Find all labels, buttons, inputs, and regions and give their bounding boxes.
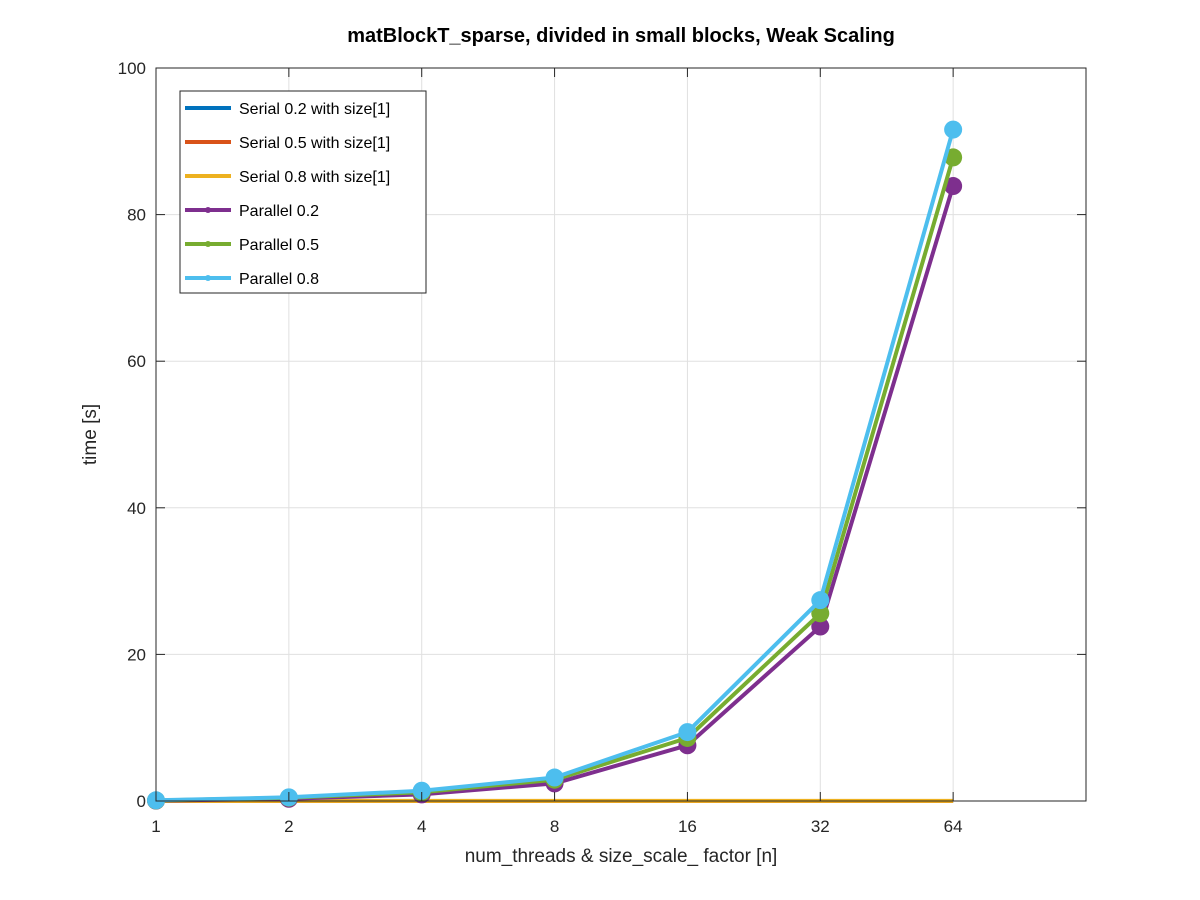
x-tick-label: 32 [811,817,830,836]
legend-label: Serial 0.8 with size[1] [239,169,390,186]
y-tick-label: 0 [137,792,146,811]
legend-label: Serial 0.2 with size[1] [239,101,390,118]
legend-item: Serial 0.2 with size[1] [185,101,390,118]
axis-ticks: 1 2 4 8 16 32 64 0 20 40 60 80 100 [118,59,1086,836]
x-tick-label: 4 [417,817,426,836]
legend-item: Serial 0.5 with size[1] [185,135,390,152]
data-point [811,604,830,623]
legend: Serial 0.2 with size[1] Serial 0.5 with s… [179,90,427,294]
data-point [811,617,830,636]
chart-title: matBlockT_sparse, divided in small block… [347,25,895,47]
legend-label: Parallel 0.5 [239,237,319,254]
legend-marker [205,207,211,213]
x-tick-label: 16 [678,817,697,836]
data-point [944,148,963,167]
legend-label: Serial 0.5 with size[1] [239,135,390,152]
data-point [944,177,963,196]
x-tick-label: 8 [550,817,559,836]
x-tick-label: 1 [151,817,160,836]
x-axis-title: num_threads & size_scale_ factor [n] [465,846,778,867]
y-tick-label: 60 [127,352,146,371]
data-point [678,723,697,742]
data-point [412,781,431,800]
y-tick-label: 80 [127,206,146,225]
data-point [811,591,830,610]
plot-frame [155,67,1087,802]
legend-label: Parallel 0.2 [239,203,319,220]
x-tick-label: 2 [284,817,293,836]
legend-item: Parallel 0.8 [185,271,319,288]
legend-box [179,90,427,294]
legend-marker [205,275,211,281]
legend-item: Parallel 0.5 [185,237,319,254]
x-tick-label: 64 [944,817,963,836]
y-axis-title: time [s] [80,404,101,465]
y-tick-label: 40 [127,499,146,518]
data-point [545,768,564,787]
legend-item: Parallel 0.2 [185,203,319,220]
y-tick-label: 100 [118,59,146,78]
legend-item: Serial 0.8 with size[1] [185,169,390,186]
data-point [944,120,963,139]
legend-marker [205,241,211,247]
legend-label: Parallel 0.8 [239,271,319,288]
y-tick-label: 20 [127,645,146,664]
